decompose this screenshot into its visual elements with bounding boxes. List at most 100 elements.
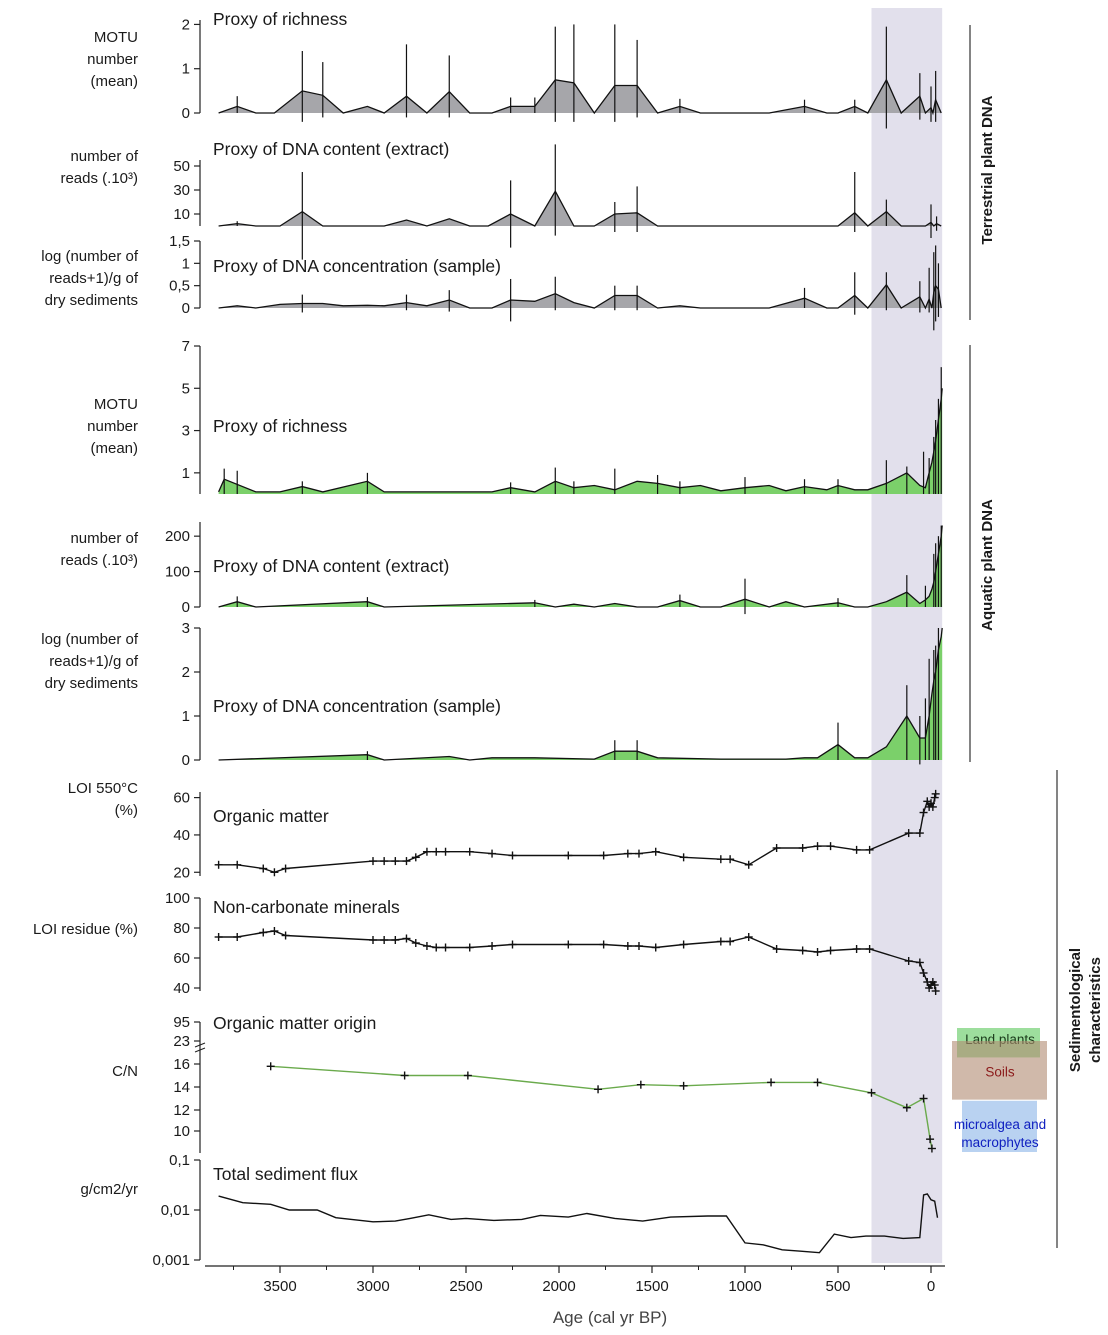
- y-tick-label: 30: [173, 182, 190, 199]
- x-tick-label: 0: [927, 1278, 935, 1295]
- y-tick-label: 16: [173, 1056, 190, 1073]
- x-tick-label: 500: [825, 1278, 850, 1295]
- x-tick-label: 1500: [635, 1278, 668, 1295]
- x-tick-label: 2000: [542, 1278, 575, 1295]
- series-line: [218, 793, 937, 874]
- y-axis-label: reads+1)/g of: [49, 270, 139, 287]
- y-tick-label: 5: [182, 380, 190, 397]
- y-tick-label: 0,5: [169, 278, 190, 295]
- reference-box-label: macrophytes: [961, 1135, 1039, 1150]
- y-axis-label: log (number of: [41, 631, 139, 648]
- y-tick-label: 2: [182, 664, 190, 681]
- series-line: [218, 1193, 939, 1254]
- y-tick-label: 95: [173, 1014, 190, 1031]
- series-line: [218, 627, 943, 761]
- y-tick-label: 10: [173, 206, 190, 223]
- y-tick-label: 0,01: [161, 1202, 190, 1219]
- series-area: [218, 388, 943, 494]
- y-tick-label: 60: [173, 950, 190, 967]
- group-label-sediment: Sedimentological: [1067, 948, 1084, 1072]
- y-tick-label: 0: [182, 599, 190, 616]
- panel-title: Organic matter origin: [213, 1013, 376, 1033]
- panel-s1: 20 40 60 LOI 550°C (%) Organic matter: [68, 780, 940, 881]
- y-axis-label: (%): [115, 802, 138, 819]
- y-tick-label: 0,001: [152, 1252, 190, 1269]
- y-tick-label: 1: [182, 255, 190, 272]
- y-tick-label: 1,5: [169, 233, 190, 250]
- panel-s2: 40 60 80 100 LOI residue (%) Non-carbonate mi…: [33, 890, 940, 997]
- panel-t2: 10 30 50 number of reads (.10³) Proxy of DNA …: [60, 139, 942, 260]
- y-axis-label: number of: [70, 530, 138, 547]
- panel-a2: 0 100 200 number of reads (.10³) Proxy of DNA…: [60, 522, 943, 616]
- series-line: [218, 525, 943, 608]
- y-tick-label: 0: [182, 300, 190, 317]
- y-tick-label: 50: [173, 158, 190, 175]
- highlight-band: [871, 8, 943, 1263]
- series-line: [218, 283, 942, 310]
- panel-s4: 0,001 0,01 0,1 g/cm2/yr Total sediment flux: [80, 1152, 939, 1269]
- series-line: [218, 189, 942, 227]
- x-tick-label: 3500: [263, 1278, 296, 1295]
- y-axis-label: (mean): [90, 440, 138, 457]
- x-axis: 3500 3000 2500 2000 1500 1000 500 0 Age (cal yr …: [205, 1265, 945, 1327]
- panel-a3: 0 1 2 3 log (number of reads+1)/g of dry sedim…: [41, 620, 943, 769]
- series-line: [218, 388, 943, 493]
- y-axis-label: g/cm2/yr: [80, 1181, 138, 1198]
- y-axis-label: (mean): [90, 73, 138, 90]
- panel-a1: 1 3 5 7 MOTU number (mean) Proxy of richness: [87, 338, 943, 494]
- panel-t1: 0 1 2 MOTU number (mean) Proxy of richness: [87, 9, 942, 129]
- x-tick-label: 3000: [356, 1278, 389, 1295]
- panel-title: Proxy of DNA concentration (sample): [213, 696, 501, 716]
- series-area: [218, 79, 942, 113]
- panel-title: Proxy of richness: [213, 9, 347, 29]
- y-tick-label: 3: [182, 620, 190, 637]
- y-tick-label: 12: [173, 1102, 190, 1119]
- series-line: [270, 1065, 933, 1149]
- y-tick-label: 7: [182, 338, 190, 355]
- reference-box: [952, 1041, 1047, 1100]
- y-axis-label: MOTU: [94, 29, 138, 46]
- y-axis-label: reads (.10³): [60, 170, 138, 187]
- y-axis-label: MOTU: [94, 396, 138, 413]
- y-axis-label: number: [87, 51, 138, 68]
- y-tick-label: 3: [182, 423, 190, 440]
- series-area: [218, 628, 943, 760]
- y-tick-label: 23: [173, 1033, 190, 1050]
- series-area: [218, 191, 942, 226]
- y-axis-label: reads+1)/g of: [49, 653, 139, 670]
- panel-title: Proxy of DNA content (extract): [213, 139, 449, 159]
- panel-title: Proxy of DNA content (extract): [213, 556, 449, 576]
- panel-title: Proxy of richness: [213, 416, 347, 436]
- axis-break: [194, 1047, 206, 1053]
- y-tick-label: 60: [173, 790, 190, 807]
- group-label-terrestrial: Terrestrial plant DNA: [979, 95, 996, 244]
- group-label-sediment: characteristics: [1087, 957, 1104, 1063]
- y-tick-label: 10: [173, 1123, 190, 1140]
- x-tick-label: 2500: [449, 1278, 482, 1295]
- y-tick-label: 100: [165, 564, 190, 581]
- panel-title: Proxy of DNA concentration (sample): [213, 256, 501, 276]
- y-tick-label: 2: [182, 16, 190, 33]
- group-label-aquatic: Aquatic plant DNA: [979, 499, 996, 631]
- y-tick-label: 200: [165, 528, 190, 545]
- panel-title: Non-carbonate minerals: [213, 897, 400, 917]
- y-axis-label: number of: [70, 148, 138, 165]
- y-tick-label: 1: [182, 708, 190, 725]
- y-tick-label: 0,1: [169, 1152, 190, 1169]
- reference-box-label: Soils: [985, 1064, 1015, 1079]
- y-tick-label: 14: [173, 1079, 190, 1096]
- y-axis-label: LOI residue (%): [33, 921, 138, 938]
- reference-box: [962, 1100, 1037, 1152]
- y-axis-label: number: [87, 418, 138, 435]
- series-line: [218, 930, 937, 992]
- y-tick-label: 40: [173, 827, 190, 844]
- y-tick-label: 100: [165, 890, 190, 907]
- y-axis-label: reads (.10³): [60, 552, 138, 569]
- y-tick-label: 0: [182, 752, 190, 769]
- y-tick-label: 0: [182, 105, 190, 122]
- y-tick-label: 20: [173, 864, 190, 881]
- y-axis-label: dry sediments: [45, 292, 138, 309]
- y-tick-label: 1: [182, 61, 190, 78]
